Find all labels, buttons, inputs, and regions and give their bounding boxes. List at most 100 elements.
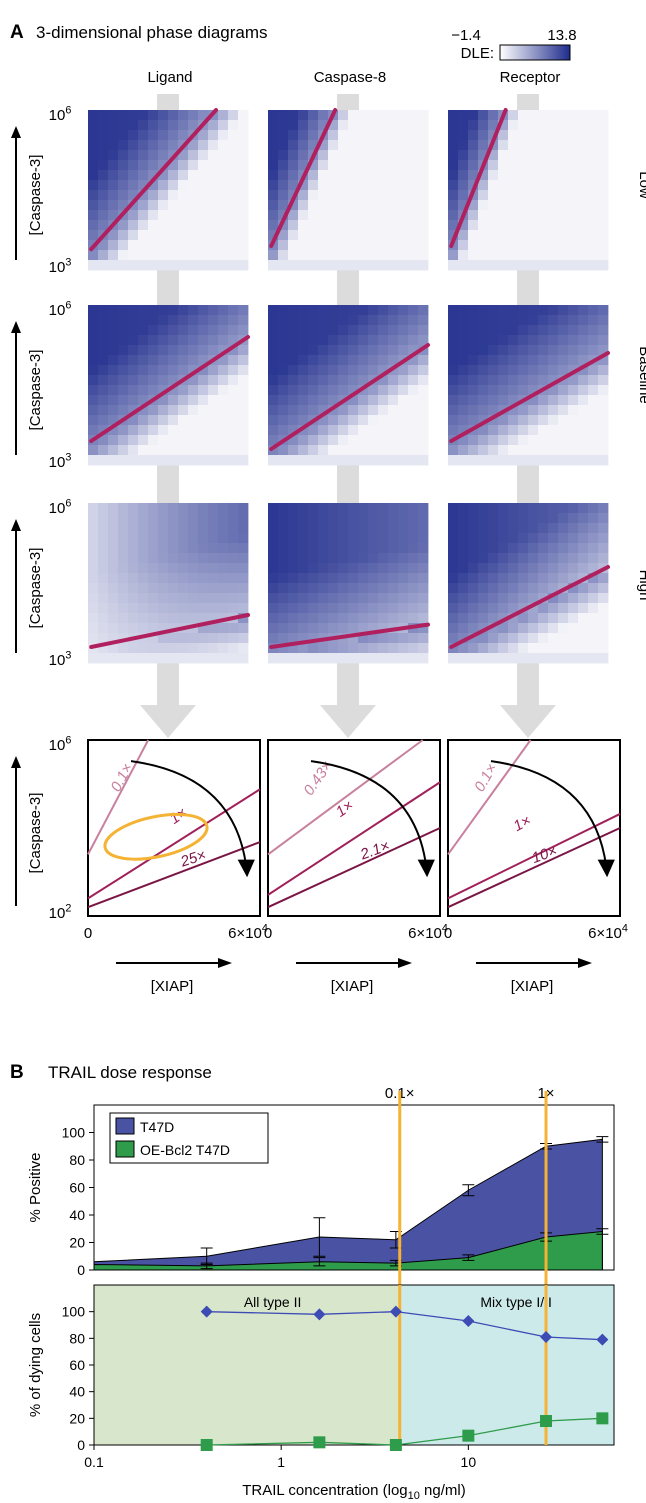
heatmap-cell xyxy=(278,375,289,386)
heatmap-cell xyxy=(158,110,169,121)
heatmap-cell xyxy=(418,200,429,211)
heatmap-cell xyxy=(188,210,199,221)
heatmap-cell xyxy=(298,405,309,416)
heatmap-cell xyxy=(318,150,329,161)
heatmap-cell xyxy=(268,230,279,241)
heatmap-cell xyxy=(128,513,139,524)
heatmap-cell xyxy=(118,180,129,191)
heatmap-cell xyxy=(108,355,119,366)
heatmap-cell xyxy=(598,573,609,584)
heatmap-cell xyxy=(408,405,419,416)
heatmap-cell xyxy=(458,445,469,456)
heatmap-cell xyxy=(418,523,429,534)
heatmap-cell xyxy=(518,335,529,346)
threshold-line xyxy=(87,788,261,900)
area-series-1 xyxy=(93,1138,603,1271)
heatmap-cell xyxy=(298,200,309,211)
heatmap-cell xyxy=(488,365,499,376)
heatmap-cell xyxy=(488,210,499,221)
heatmap-cell xyxy=(578,643,589,654)
heatmap-cell xyxy=(218,210,229,221)
heatmap-cell xyxy=(568,240,579,251)
heatmap-cell xyxy=(478,425,489,436)
heatmap-cell xyxy=(108,583,119,594)
heatmap-cell xyxy=(198,563,209,574)
heatmap-cell xyxy=(548,140,559,151)
heatmap-cell xyxy=(238,130,249,141)
heatmap-cell xyxy=(568,653,579,664)
heatmap-cell xyxy=(548,523,559,534)
heatmap-cell xyxy=(148,190,159,201)
heatmap-cell xyxy=(348,160,359,171)
heatmap-cell xyxy=(528,250,539,261)
heatmap-cell xyxy=(378,190,389,201)
heatmap-cell xyxy=(158,613,169,624)
heatmap-cell xyxy=(508,130,519,141)
heatmap-cell xyxy=(488,653,499,664)
heatmap-cell xyxy=(338,425,349,436)
heatmap-cell xyxy=(118,503,129,514)
heatmap-cell xyxy=(578,385,589,396)
heatmap-cell xyxy=(198,230,209,241)
heatmap-cell xyxy=(418,180,429,191)
heatmap-cell xyxy=(158,533,169,544)
heatmap-cell xyxy=(158,435,169,446)
heatmap-cell xyxy=(418,583,429,594)
heatmap-cell xyxy=(158,355,169,366)
heatmap-cell xyxy=(198,130,209,141)
heatmap-cell xyxy=(378,220,389,231)
heatmap-cell xyxy=(458,653,469,664)
heatmap-cell xyxy=(308,120,319,131)
heatmap-cell xyxy=(378,553,389,564)
heatmap-cell xyxy=(598,603,609,614)
heatmap-cell xyxy=(228,180,239,191)
heatmap-cell xyxy=(88,613,99,624)
heatmap-cell xyxy=(268,355,279,366)
heatmap-cell xyxy=(228,633,239,644)
heatmap-cell xyxy=(128,140,139,151)
heatmap-cell xyxy=(98,503,109,514)
heatmap-cell xyxy=(228,345,239,356)
heatmap-cell xyxy=(178,633,189,644)
heatmap-cell xyxy=(228,553,239,564)
heatmap-cell xyxy=(488,623,499,634)
heatmap-cell xyxy=(198,603,209,614)
heatmap-cell xyxy=(348,643,359,654)
heatmap-cell xyxy=(228,220,239,231)
heatmap-cell xyxy=(448,250,459,261)
heatmap-cell xyxy=(108,455,119,466)
heatmap-cell xyxy=(228,445,239,456)
heatmap-cell xyxy=(458,230,469,241)
heatmap-cell xyxy=(128,425,139,436)
heatmap-cell xyxy=(598,435,609,446)
heatmap-cell xyxy=(588,160,599,171)
heatmap-cell xyxy=(98,623,109,634)
heatmap-cell xyxy=(368,533,379,544)
heatmap-cell xyxy=(168,240,179,251)
heatmap-cell xyxy=(518,563,529,574)
heatmap-cell xyxy=(338,563,349,574)
heatmap-cell xyxy=(88,533,99,544)
heatmap-cell xyxy=(288,653,299,664)
heatmap-cell xyxy=(598,523,609,534)
heatmap-cell xyxy=(218,653,229,664)
heatmap-cell xyxy=(568,110,579,121)
heatmap-cell xyxy=(188,160,199,171)
heatmap-cell xyxy=(548,553,559,564)
heatmap-cell xyxy=(368,385,379,396)
heatmap-cell xyxy=(498,435,509,446)
heatmap-cell xyxy=(108,445,119,456)
heatmap-cell xyxy=(548,130,559,141)
heatmap-cell xyxy=(338,260,349,271)
heatmap-cell xyxy=(528,455,539,466)
heatmap-cell xyxy=(308,425,319,436)
heatmap-cell xyxy=(468,365,479,376)
heatmap-cell xyxy=(138,613,149,624)
heatmap-cell xyxy=(188,180,199,191)
heatmap-cell xyxy=(598,543,609,554)
heatmap-cell xyxy=(528,200,539,211)
heatmap-cell xyxy=(458,573,469,584)
heatmap-cell xyxy=(228,503,239,514)
heatmap-cell xyxy=(408,425,419,436)
heatmap-cell xyxy=(318,325,329,336)
